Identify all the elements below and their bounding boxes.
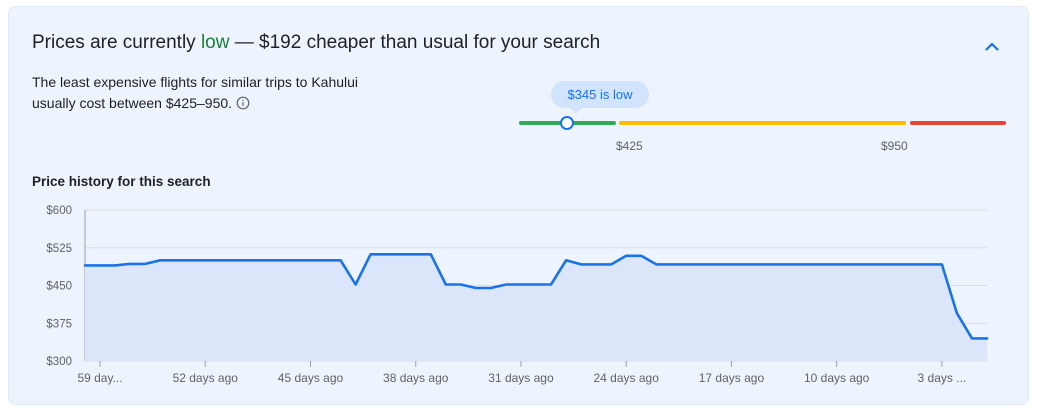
y-tick-label: $525 (46, 243, 72, 255)
y-tick-label: $300 (46, 356, 72, 368)
headline-prefix: Prices are currently (32, 32, 201, 53)
price-history-title: Price history for this search (32, 174, 211, 189)
price-status-low: low (200, 32, 230, 53)
current-price-bubble: $345 is low (551, 81, 649, 108)
bubble-pointer (570, 108, 582, 114)
x-tick-label: 10 days ago (804, 371, 870, 385)
headline-suffix: — $192 cheaper than usual for your searc… (229, 32, 601, 53)
chevron-up-icon (985, 42, 999, 51)
high-price-segment (910, 121, 1006, 125)
y-tick-label: $375 (46, 318, 72, 330)
y-tick-label: $450 (46, 281, 72, 293)
x-tick-label: 38 days ago (383, 371, 449, 385)
y-tick-label: $600 (46, 205, 72, 217)
price-history-chart: $300 $375 $450 $525 $600 59 day... 52 days ago… (46, 205, 989, 385)
typical-price-segment (619, 121, 906, 125)
x-tick-label: 45 days ago (278, 371, 344, 385)
gauge-tick-low: $425 (616, 139, 643, 153)
price-range-gauge: $345 is low $425 $950 (519, 79, 1019, 159)
price-history-line (83, 253, 989, 340)
gauge-tick-high: $950 (881, 139, 908, 153)
x-tick-label: 17 days ago (699, 371, 765, 385)
x-tick-label: 52 days ago (173, 371, 239, 385)
description-text: The least expensive flights for similar … (32, 74, 359, 111)
current-price-marker (560, 116, 574, 130)
price-history-area (85, 254, 987, 361)
x-tick-label: 24 days ago (594, 371, 660, 385)
info-icon[interactable] (236, 95, 250, 116)
price-headline: Prices are currently low — $192 cheaper … (32, 32, 600, 54)
price-description: The least expensive flights for similar … (32, 72, 392, 116)
x-tick-label: 3 days ... (918, 371, 967, 385)
price-insights-card: Prices are currently low — $192 cheaper … (8, 6, 1029, 405)
x-tick-label: 59 day... (77, 371, 122, 385)
x-tick-label: 31 days ago (488, 371, 554, 385)
collapse-button[interactable] (979, 33, 1005, 59)
